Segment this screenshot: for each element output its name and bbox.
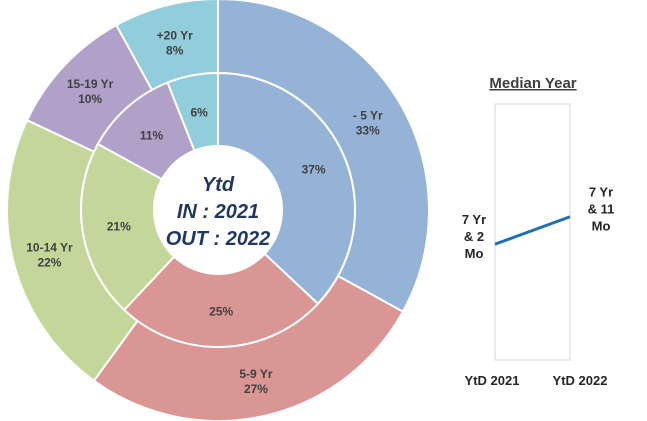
median-data-label-0-line-1: & 2 [464,229,484,244]
center-text-line-3: OUT : 2022 [166,228,270,250]
x-tick-label-2022: YtD 2022 [553,373,608,388]
outer-value-label-5-yr: 33% [356,123,380,137]
median-data-label-1-line-1: & 11 [588,202,615,217]
median-data-label-1-line-0: 7 Yr [589,185,613,200]
median-year-line [494,215,571,246]
donut-center-label: Ytd IN : 2021 OUT : 2022 [166,174,270,250]
outer-value-label-10-14-yr: 22% [37,255,61,269]
outer-category-label-20-yr: +20 Yr [157,28,193,42]
outer-value-label-15-19-yr: 10% [78,92,102,106]
outer-category-label-10-14-yr: 10-14 Yr [26,240,73,254]
donut-hole [155,147,281,273]
outer-category-label-5-9-yr: 5-9 Yr [239,367,272,381]
x-tick-label-2021: YtD 2021 [465,373,520,388]
inner-value-label-15-19-yr: 11% [140,129,164,143]
inner-slice-5-9-yr [122,252,320,348]
inner-value-label-10-14-yr: 21% [107,220,131,234]
inner-value-label-20-yr: 6% [190,105,208,119]
inner-slice-5-yr [217,71,356,306]
center-text-line-2: IN : 2021 [177,201,259,223]
median-year-chart: Median Year YtD 2021 YtD 2022 7 Yr & 2 Mo 7… [462,75,615,388]
outer-value-label-20-yr: 8% [166,43,184,57]
inner-value-label-5-yr: 37% [302,163,326,177]
outer-category-label-5-yr: - 5 Yr [353,108,383,122]
inner-slice-20-yr [166,71,219,152]
inner-slice-10-14-yr [80,142,176,312]
median-year-title: Median Year [489,75,576,92]
median-data-label-0-line-0: 7 Yr [462,212,486,227]
outer-category-label-15-19-yr: 15-19 Yr [67,77,114,91]
median-data-label-1-line-2: Mo [592,219,611,234]
inner-value-label-5-9-yr: 25% [209,304,233,318]
outer-value-label-5-9-yr: 27% [244,382,268,396]
center-text-line-1: Ytd [202,174,235,196]
median-data-label-0-line-2: Mo [465,246,484,261]
